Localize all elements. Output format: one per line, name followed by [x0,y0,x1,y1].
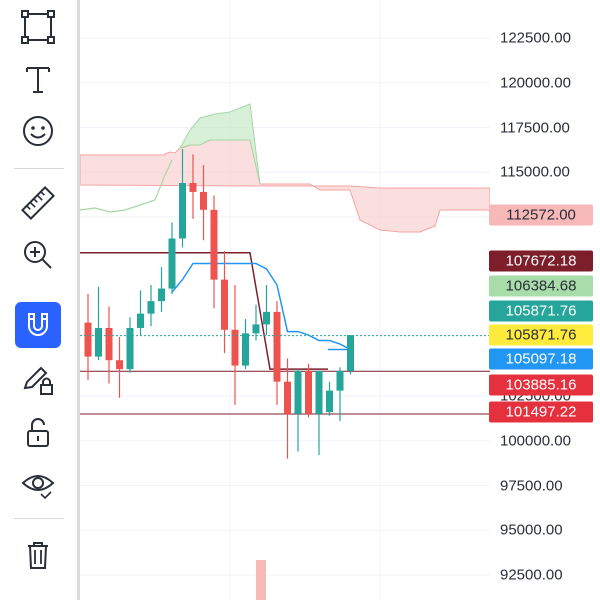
candle-up[interactable] [326,390,333,413]
candle-up[interactable] [179,182,186,239]
candle-down[interactable] [221,279,228,330]
volume-bar [256,560,266,600]
candle-down[interactable] [210,209,218,280]
candle-up[interactable] [315,370,323,414]
price-tick-label: 100000.00 [500,432,571,450]
delete-tool[interactable] [15,532,61,578]
toolbar-separator [14,518,64,519]
candle-down[interactable] [189,182,197,192]
price-badge: 105097.18 [489,348,593,370]
price-tick-label: 115000.00 [500,163,570,181]
price-tick-label: 117500.00 [500,119,570,136]
hide-tool[interactable] [15,462,61,508]
ruler-icon [21,186,55,220]
candle-down[interactable] [84,322,92,357]
cloud-red [80,139,490,233]
text-icon [26,67,50,93]
price-badge: 103885.16 [489,374,593,396]
candle-down[interactable] [116,360,123,370]
toolbar-divider [77,0,80,600]
lock-drawings-tool[interactable] [15,356,61,402]
magnet-icon [28,313,48,336]
candle-down[interactable] [200,191,207,210]
candle-down[interactable] [273,311,281,382]
price-badge: 112572.00 [489,204,593,226]
price-chart[interactable] [80,0,490,600]
price-badge: 105871.76 [489,300,593,322]
price-tick-label: 97500.00 [500,477,563,494]
candle-up[interactable] [137,313,144,328]
toolbar-separator [14,168,64,169]
zoom-tool[interactable] [15,232,61,278]
candle-down[interactable] [284,381,291,414]
ruler-tool[interactable] [15,180,61,226]
price-tick-label: 120000.00 [500,74,571,92]
zoom-in-icon [24,241,52,269]
candle-up[interactable] [252,324,260,334]
price-tick-label: 95000.00 [500,521,563,539]
unlock-tool[interactable] [15,410,61,456]
price-badge: 106384.68 [489,275,593,297]
candle-up[interactable] [336,370,344,391]
price-badge: 107672.18 [489,250,593,272]
candle-up[interactable] [347,335,354,371]
text-tool[interactable] [15,56,61,102]
candle-down[interactable] [231,329,239,366]
pencil-lock-icon [23,366,53,395]
candle-up[interactable] [158,288,165,302]
cloud-green [178,103,261,185]
price-tick-label: 92500.00 [500,566,563,584]
unlock-icon [27,418,49,447]
rectangle-icon [21,10,55,44]
rectangle-tool[interactable] [15,4,61,50]
chart-pane[interactable] [80,0,490,600]
candle-up[interactable] [168,238,176,289]
trash-icon [28,542,48,569]
emoji-tool[interactable] [15,108,61,154]
conversion-line [171,262,351,351]
magnet-tool[interactable] [15,302,61,348]
baseline-line [80,252,328,370]
candle-up[interactable] [263,311,270,325]
drawing-toolbar [0,0,78,600]
lagging-span-line [80,159,173,213]
price-badge: 101497.22 [489,401,593,423]
candle-down[interactable] [105,327,113,361]
eye-icon [21,475,55,500]
smiley-icon [23,116,53,146]
candle-up[interactable] [242,333,249,366]
candle-down[interactable] [305,370,312,414]
candle-up[interactable] [95,327,102,357]
price-tick-label: 122500.00 [500,29,571,47]
candle-up[interactable] [126,327,134,370]
price-badge: 105871.76 [489,324,593,346]
candle-up[interactable] [147,301,155,314]
candle-up[interactable] [294,370,302,414]
